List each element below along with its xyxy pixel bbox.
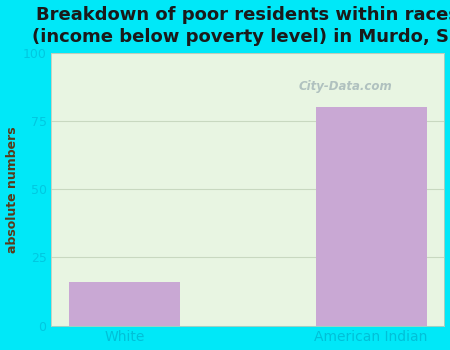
Bar xyxy=(316,107,427,326)
Y-axis label: absolute numbers: absolute numbers xyxy=(5,126,18,253)
Title: Breakdown of poor residents within races
(income below poverty level) in Murdo, : Breakdown of poor residents within races… xyxy=(32,6,450,46)
Bar xyxy=(69,282,180,326)
Text: City-Data.com: City-Data.com xyxy=(299,80,393,93)
